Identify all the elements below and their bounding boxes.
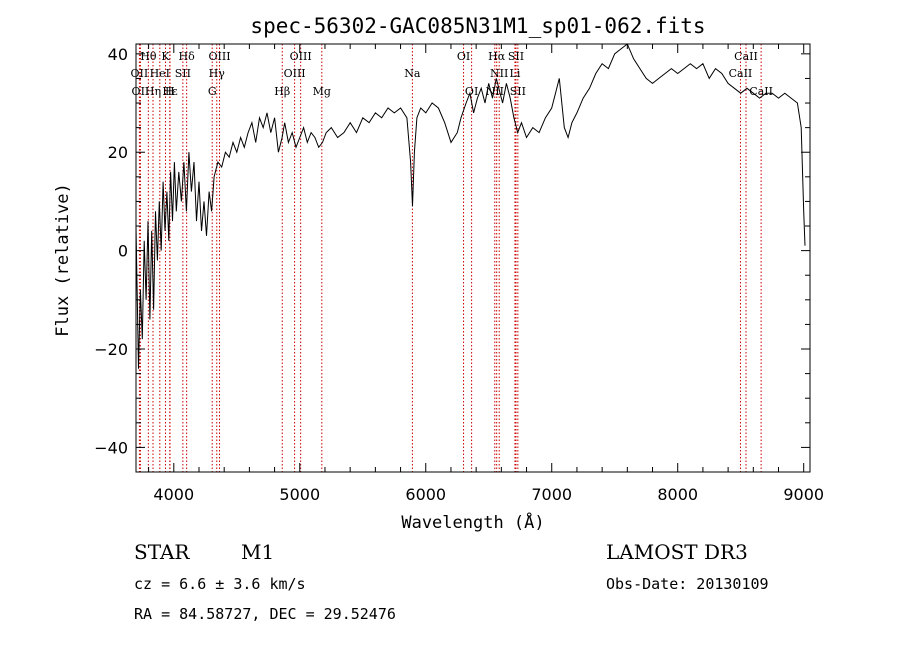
line-label-20: Hα [488, 50, 506, 63]
line-label-7: H [165, 85, 175, 98]
line-label-19: OI [465, 85, 478, 98]
object-subclass: M1 [241, 540, 274, 564]
y-tick-label: 0 [118, 242, 128, 261]
x-axis-ticks: 4000 5000 6000 7000 8000 9000 [148, 44, 824, 504]
survey-name: LAMOST DR3 [606, 540, 748, 564]
line-label-12: G [208, 85, 217, 98]
line-label-25: SII [510, 85, 526, 98]
coordinates: RA = 84.58727, DEC = 29.52476 [134, 605, 396, 623]
line-label-16: Mg [313, 85, 331, 98]
line-label-5: K [161, 50, 170, 63]
y-tick-label: 20 [108, 143, 128, 162]
x-tick-label: 9000 [783, 485, 824, 504]
line-label-9: SII [175, 67, 191, 80]
line-label-0: Hθ [140, 50, 157, 63]
line-label-1: OII [131, 67, 149, 80]
line-label-10: OIII [208, 50, 230, 63]
line-label-26: CaII [734, 50, 758, 63]
line-label-14: OIII [290, 50, 312, 63]
chart-title: spec-56302-GAC085N31M1_sp01-062.fits [250, 14, 705, 38]
flux-series-line [135, 43, 806, 369]
y-tick-label: −20 [94, 340, 128, 359]
y-axis-ticks: −40 −20 0 20 40 [94, 45, 810, 457]
x-tick-label: 8000 [657, 485, 698, 504]
x-axis-label: Wavelength (Å) [401, 511, 544, 533]
line-label-17: Na [404, 67, 421, 80]
object-class: STAR [134, 540, 190, 564]
line-label-28: CaII [749, 85, 773, 98]
y-tick-label: 40 [108, 45, 128, 64]
x-tick-label: 7000 [531, 485, 572, 504]
line-label-15: OIII [284, 67, 306, 80]
line-label-27: CaII [729, 67, 753, 80]
line-label-11: Hγ [209, 67, 226, 80]
line-label-8: Hδ [179, 50, 196, 63]
line-label-6: HeI [150, 67, 170, 80]
line-label-4: Hη [145, 85, 161, 98]
line-label-18: OI [457, 50, 470, 63]
observation-date: Obs-Date: 20130109 [606, 575, 769, 593]
line-label-3: Hε [162, 85, 178, 98]
x-tick-label: 4000 [153, 485, 194, 504]
spectral-line-markers [138, 44, 762, 472]
line-label-22: NII [490, 67, 508, 80]
y-tick-label: −40 [94, 438, 128, 457]
x-tick-label: 5000 [279, 485, 320, 504]
line-label-13: Hβ [274, 85, 290, 98]
y-axis-label: Flux (relative) [53, 183, 73, 337]
x-tick-label: 6000 [405, 485, 446, 504]
redshift-velocity: cz = 6.6 ± 3.6 km/s [134, 575, 306, 593]
plot-frame [135, 43, 811, 473]
line-label-23: Li [510, 67, 521, 80]
line-label-21: SII [508, 50, 524, 63]
